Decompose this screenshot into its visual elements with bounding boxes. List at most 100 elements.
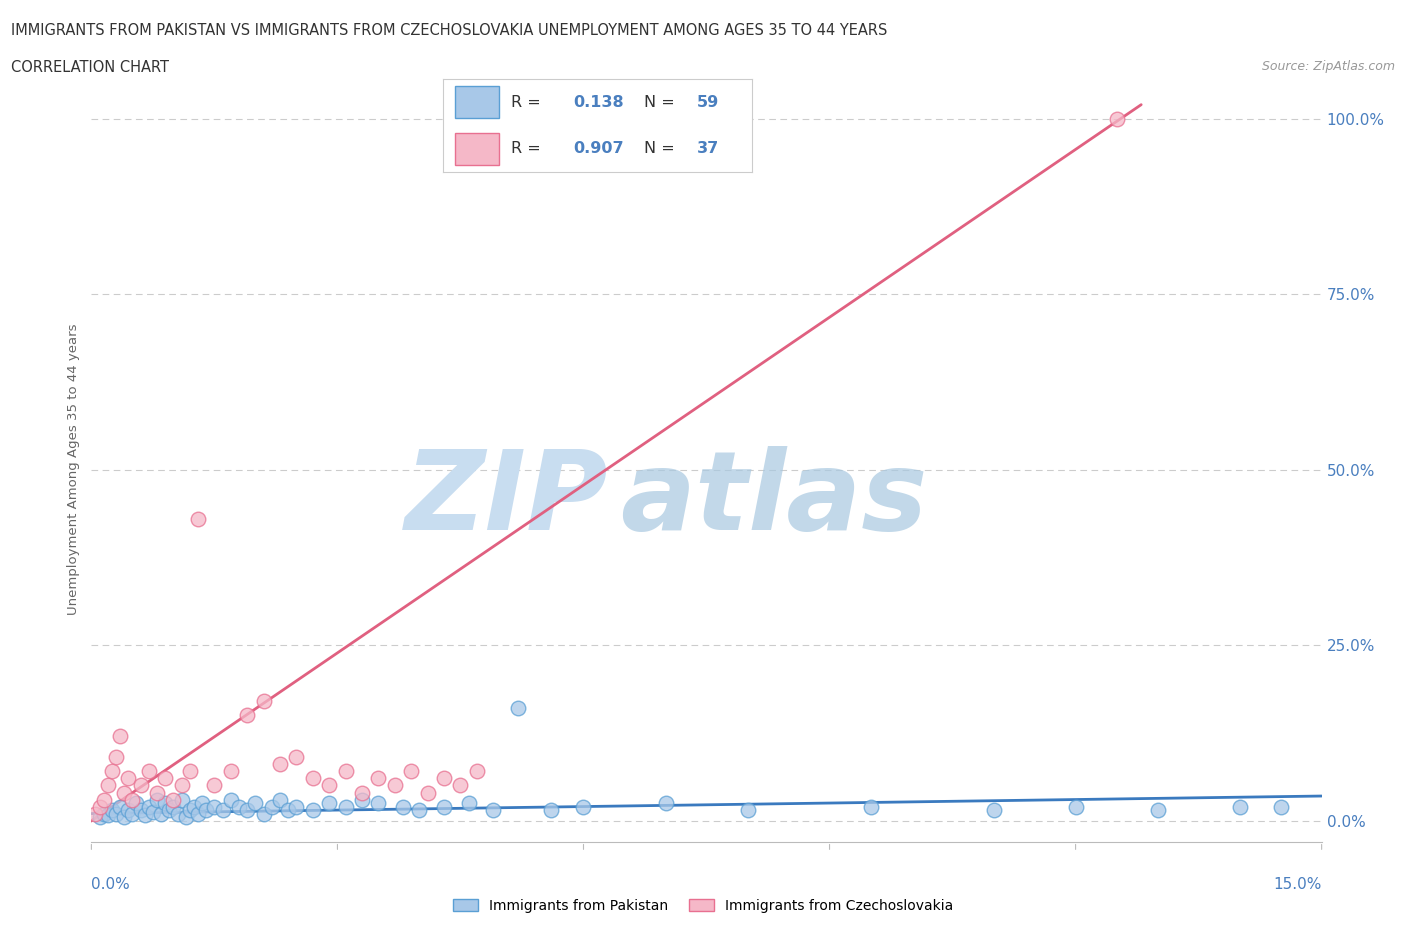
Point: [260, 799, 283, 814]
Point: [416, 785, 439, 800]
Text: 0.0%: 0.0%: [91, 877, 131, 892]
Point: [236, 803, 259, 817]
Bar: [456, 133, 499, 165]
Point: [408, 803, 430, 817]
Point: [433, 771, 456, 786]
Point: [457, 795, 479, 810]
Point: [105, 750, 127, 764]
Point: [269, 757, 291, 772]
Text: R =: R =: [510, 141, 541, 156]
Point: [170, 778, 193, 793]
Point: [465, 764, 488, 779]
Point: [146, 792, 169, 807]
Point: [236, 708, 259, 723]
Point: [506, 701, 529, 716]
Point: [179, 764, 201, 779]
Point: [285, 750, 308, 764]
Point: [191, 795, 214, 810]
Point: [183, 799, 205, 814]
Point: [335, 799, 357, 814]
Text: 59: 59: [696, 95, 718, 110]
Text: 0.907: 0.907: [572, 141, 623, 156]
Point: [335, 764, 357, 779]
Point: [195, 803, 218, 817]
Point: [367, 795, 389, 810]
Point: [112, 810, 135, 825]
Point: [101, 803, 124, 817]
Point: [105, 806, 127, 821]
Text: Source: ZipAtlas.com: Source: ZipAtlas.com: [1261, 60, 1395, 73]
Point: [170, 792, 193, 807]
Point: [449, 778, 471, 793]
Point: [97, 778, 120, 793]
Point: [482, 803, 505, 817]
Point: [318, 795, 340, 810]
Point: [1064, 799, 1087, 814]
Point: [301, 803, 323, 817]
Point: [202, 799, 225, 814]
Point: [350, 792, 373, 807]
Legend: Immigrants from Pakistan, Immigrants from Czechoslovakia: Immigrants from Pakistan, Immigrants fro…: [447, 894, 959, 919]
Point: [93, 792, 115, 807]
Text: 0.138: 0.138: [572, 95, 623, 110]
Point: [367, 771, 389, 786]
Point: [138, 764, 160, 779]
Point: [153, 771, 177, 786]
Point: [142, 804, 165, 819]
Point: [228, 799, 250, 814]
Point: [318, 778, 340, 793]
Point: [859, 799, 882, 814]
Point: [108, 729, 131, 744]
Text: N =: N =: [644, 141, 675, 156]
Point: [150, 806, 173, 821]
Text: atlas: atlas: [620, 445, 928, 553]
Y-axis label: Unemployment Among Ages 35 to 44 years: Unemployment Among Ages 35 to 44 years: [67, 324, 80, 616]
Point: [93, 806, 115, 821]
Point: [737, 803, 759, 817]
Text: N =: N =: [644, 95, 675, 110]
Point: [301, 771, 323, 786]
Text: 37: 37: [696, 141, 718, 156]
Point: [202, 778, 225, 793]
Point: [211, 803, 233, 817]
Point: [384, 778, 406, 793]
Point: [219, 764, 242, 779]
Point: [174, 810, 197, 825]
Point: [983, 803, 1005, 817]
Point: [134, 807, 156, 822]
Text: ZIP: ZIP: [405, 445, 607, 553]
Point: [166, 806, 188, 821]
Point: [117, 771, 139, 786]
Point: [97, 807, 120, 822]
Point: [540, 803, 562, 817]
Point: [125, 795, 148, 810]
Point: [1270, 799, 1292, 814]
Point: [285, 799, 308, 814]
Point: [399, 764, 422, 779]
Point: [162, 799, 184, 814]
Point: [1146, 803, 1168, 817]
Point: [153, 795, 177, 810]
Point: [433, 799, 456, 814]
Point: [253, 806, 276, 821]
Point: [89, 810, 111, 825]
Point: [269, 792, 291, 807]
Point: [253, 694, 276, 709]
Text: IMMIGRANTS FROM PAKISTAN VS IMMIGRANTS FROM CZECHOSLOVAKIA UNEMPLOYMENT AMONG AG: IMMIGRANTS FROM PAKISTAN VS IMMIGRANTS F…: [11, 23, 887, 38]
Point: [89, 799, 111, 814]
Point: [179, 803, 201, 817]
Point: [1229, 799, 1251, 814]
Point: [162, 792, 184, 807]
Bar: [456, 86, 499, 118]
Point: [101, 764, 124, 779]
Point: [129, 778, 152, 793]
Point: [121, 806, 143, 821]
Text: 15.0%: 15.0%: [1274, 877, 1322, 892]
Point: [187, 512, 209, 526]
Point: [187, 806, 209, 821]
Text: R =: R =: [510, 95, 541, 110]
Point: [392, 799, 415, 814]
Point: [112, 785, 135, 800]
Point: [117, 803, 139, 817]
Point: [129, 803, 152, 817]
